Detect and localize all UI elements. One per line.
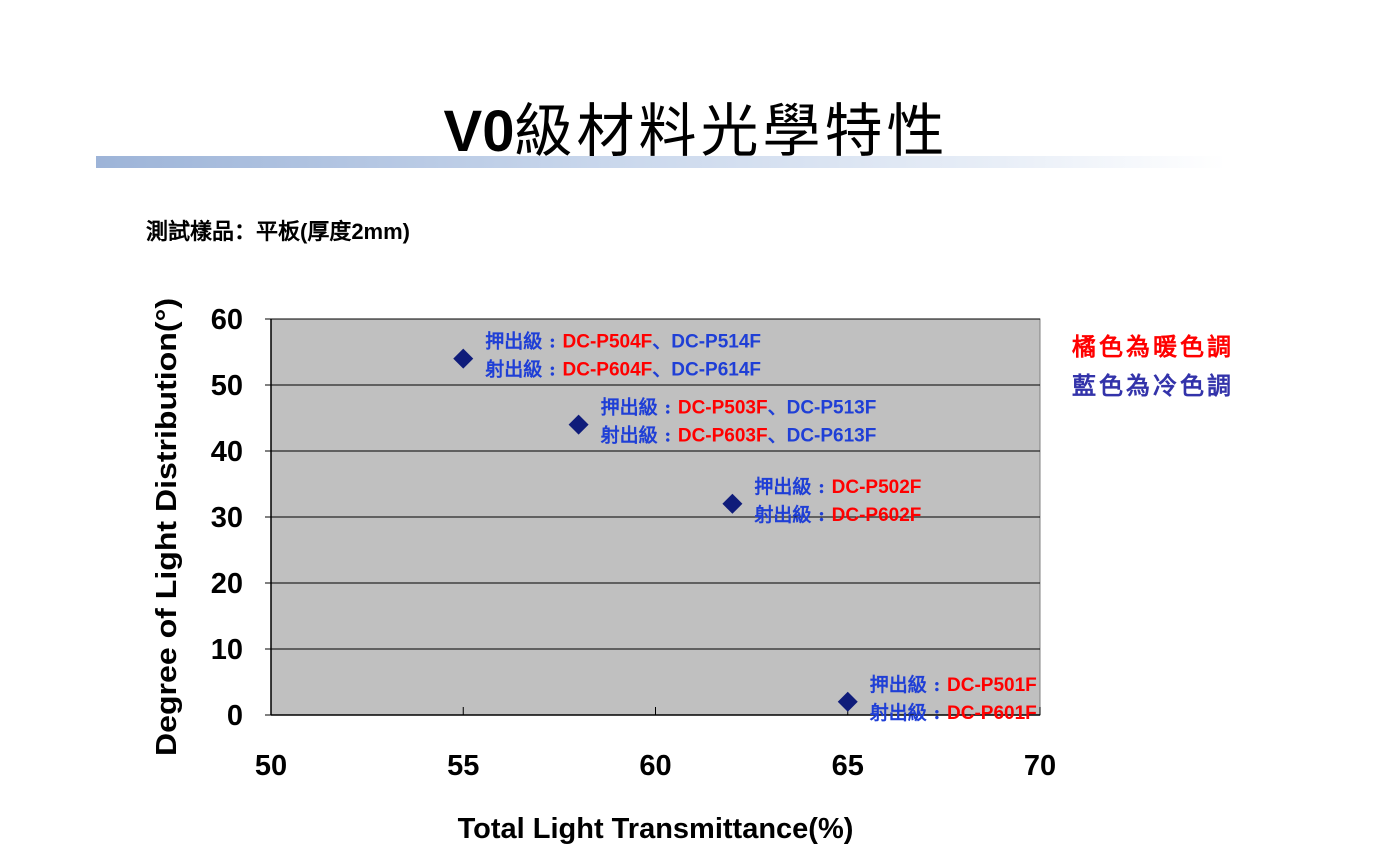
grade-prefix: 押出級 : — [485, 330, 562, 353]
x-tick-label: 60 — [639, 750, 671, 782]
grade-prefix: 射出級 : — [484, 358, 562, 381]
page-title-bold: V0 — [443, 99, 515, 164]
y-tick-label: 10 — [211, 634, 243, 666]
model-code: DC-P601F — [947, 703, 1037, 724]
title-underline — [96, 156, 1226, 168]
model-code: 、 — [768, 398, 787, 419]
y-tick-label: 40 — [211, 436, 243, 468]
grade-prefix: 射出級 : — [869, 701, 947, 724]
model-code: DC-P504F — [563, 332, 653, 353]
grade-prefix: 押出級 : — [754, 475, 831, 498]
data-point-label: 射出級 : DC-P604F、DC-P614F — [484, 358, 761, 381]
data-point-marker — [568, 414, 589, 435]
grade-prefix: 射出級 : — [600, 424, 678, 447]
grade-prefix: 押出級 : — [601, 396, 678, 419]
data-point-label: 押出級 : DC-P503F、DC-P513F — [601, 396, 877, 419]
model-code: DC-P603F — [678, 426, 768, 447]
model-code: DC-P604F — [563, 360, 653, 381]
page-title: V0級材料光學特性 — [0, 84, 1392, 168]
grade-prefix: 押出級 : — [870, 673, 947, 696]
x-tick-label: 65 — [832, 750, 864, 782]
data-point-label: 射出級 : DC-P602F — [753, 503, 921, 526]
y-tick-label: 50 — [211, 370, 243, 402]
y-tick-label: 60 — [211, 304, 243, 336]
x-axis-label: Total Light Transmittance(%) — [458, 813, 854, 845]
model-code: DC-P613F — [787, 426, 877, 447]
model-code: DC-P602F — [832, 505, 922, 526]
model-code: DC-P503F — [678, 398, 768, 419]
x-tick-label: 50 — [255, 750, 287, 782]
model-code: DC-P502F — [832, 477, 922, 498]
model-code: DC-P614F — [671, 360, 761, 381]
data-point-label: 押出級 : DC-P504F、DC-P514F — [485, 330, 761, 353]
x-tick-label: 70 — [1024, 750, 1056, 782]
data-point-marker — [722, 493, 743, 514]
y-axis-label: Degree of Light Distribution(°) — [151, 298, 183, 756]
legend-warm: 橘色為暖色調 — [1072, 332, 1234, 361]
data-point-label: 射出級 : DC-P601F — [869, 701, 1037, 724]
grade-prefix: 射出級 : — [753, 503, 831, 526]
data-point-marker — [837, 691, 858, 712]
y-tick-label: 0 — [227, 700, 243, 732]
data-point-label: 押出級 : DC-P502F — [754, 475, 921, 498]
model-code: 、 — [652, 332, 671, 353]
sample-note: 測試樣品：平板(厚度2mm) — [146, 219, 411, 244]
model-code: DC-P514F — [671, 332, 761, 353]
data-point-label: 押出級 : DC-P501F — [870, 673, 1037, 696]
page-title-rest: 級材料光學特性 — [514, 97, 949, 165]
model-code: 、 — [652, 360, 671, 381]
model-code: DC-P501F — [947, 675, 1037, 696]
x-tick-label: 55 — [447, 750, 479, 782]
y-tick-label: 30 — [211, 502, 243, 534]
data-point-label: 射出級 : DC-P603F、DC-P613F — [600, 424, 877, 447]
y-tick-label: 20 — [211, 568, 243, 600]
data-point-marker — [453, 348, 474, 369]
legend-cool: 藍色為冷色調 — [1072, 371, 1234, 400]
model-code: DC-P513F — [787, 398, 877, 419]
model-code: 、 — [768, 426, 787, 447]
